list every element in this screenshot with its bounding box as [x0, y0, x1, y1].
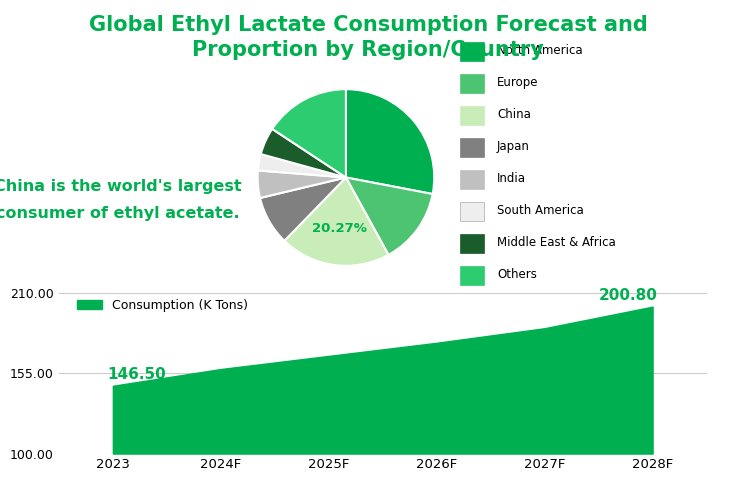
Bar	[460, 138, 484, 157]
Text: 20.27%: 20.27%	[311, 222, 367, 235]
Wedge shape	[346, 177, 433, 255]
Bar	[460, 266, 484, 285]
Text: 146.50: 146.50	[107, 367, 166, 382]
Bar	[460, 170, 484, 189]
Text: Japan: Japan	[497, 140, 530, 153]
Text: Middle East & Africa: Middle East & Africa	[497, 236, 616, 249]
Wedge shape	[346, 89, 434, 194]
Wedge shape	[284, 177, 389, 266]
Wedge shape	[272, 89, 346, 177]
Text: North America: North America	[497, 44, 583, 57]
Wedge shape	[260, 177, 346, 241]
Wedge shape	[261, 129, 346, 177]
Text: 200.80: 200.80	[599, 288, 658, 303]
Text: India: India	[497, 172, 526, 185]
Text: China is the world's largest
consumer of ethyl acetate.: China is the world's largest consumer of…	[0, 178, 241, 221]
Bar	[460, 73, 484, 93]
Bar	[460, 106, 484, 125]
Bar	[460, 234, 484, 253]
Text: Others: Others	[497, 268, 537, 282]
Legend: Consumption (K Tons): Consumption (K Tons)	[71, 294, 252, 317]
Text: South America: South America	[497, 204, 584, 217]
Text: China: China	[497, 108, 531, 121]
Text: Global Ethyl Lactate Consumption Forecast and
Proportion by Region/Country: Global Ethyl Lactate Consumption Forecas…	[88, 15, 648, 60]
Wedge shape	[258, 171, 346, 198]
Wedge shape	[258, 154, 346, 177]
Bar	[460, 202, 484, 221]
Bar	[460, 41, 484, 61]
Text: Europe: Europe	[497, 76, 539, 89]
